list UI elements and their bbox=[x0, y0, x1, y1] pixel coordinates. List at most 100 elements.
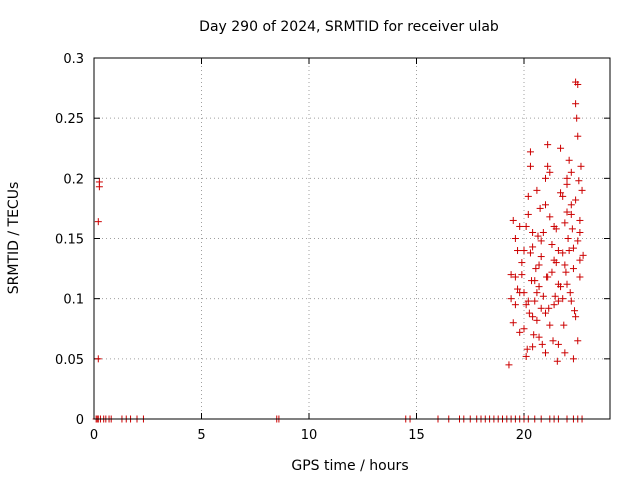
grid bbox=[94, 58, 610, 419]
data-point bbox=[557, 189, 565, 197]
data-point bbox=[561, 349, 569, 357]
data-point bbox=[95, 178, 103, 186]
data-point bbox=[560, 321, 568, 329]
data-point bbox=[94, 355, 102, 363]
data-point bbox=[565, 247, 573, 255]
data-point bbox=[550, 222, 558, 230]
data-point bbox=[569, 244, 577, 252]
axis-ticks: 0 5 10 15 20 0 0.05 0.1 0.15 0.2 0.25 0.3 bbox=[55, 52, 610, 443]
data-point bbox=[576, 228, 584, 236]
data-point bbox=[548, 241, 556, 249]
data-point bbox=[526, 162, 534, 170]
data-point bbox=[574, 132, 582, 140]
data-point bbox=[577, 162, 585, 170]
data-point bbox=[505, 361, 513, 369]
y-axis-label: SRMTID / TECUs bbox=[6, 182, 22, 295]
data-point bbox=[561, 261, 569, 269]
data-point bbox=[567, 297, 575, 305]
data-point bbox=[567, 201, 575, 209]
data-point bbox=[535, 283, 543, 291]
data-point bbox=[562, 268, 570, 276]
data-point bbox=[516, 222, 524, 230]
data-point bbox=[516, 289, 524, 297]
data-points bbox=[92, 78, 587, 423]
x-tick-label: 15 bbox=[408, 428, 425, 443]
data-point bbox=[578, 186, 586, 194]
data-point bbox=[546, 321, 554, 329]
data-point bbox=[522, 352, 530, 360]
y-tick-label: 0 bbox=[76, 413, 84, 428]
data-point bbox=[531, 277, 539, 285]
data-point bbox=[511, 273, 519, 281]
data-point bbox=[524, 192, 532, 200]
data-point bbox=[531, 297, 539, 305]
y-tick-label: 0.1 bbox=[63, 293, 84, 308]
data-point bbox=[537, 237, 545, 245]
data-point bbox=[542, 174, 549, 182]
data-point bbox=[569, 265, 577, 273]
data-point bbox=[524, 297, 532, 305]
data-point bbox=[534, 232, 542, 240]
y-tick-label: 0.2 bbox=[63, 172, 84, 187]
data-point bbox=[559, 192, 567, 200]
data-point bbox=[514, 285, 522, 293]
data-point bbox=[563, 174, 571, 182]
data-point bbox=[574, 80, 582, 88]
data-point bbox=[553, 357, 561, 365]
data-point bbox=[563, 208, 571, 216]
data-point bbox=[546, 168, 554, 176]
data-point bbox=[564, 235, 572, 242]
data-point bbox=[576, 216, 584, 224]
data-point bbox=[546, 213, 554, 221]
data-point bbox=[557, 144, 565, 152]
data-point bbox=[542, 201, 549, 209]
data-point bbox=[529, 243, 537, 251]
data-point bbox=[507, 295, 515, 303]
data-point bbox=[537, 304, 545, 312]
data-point bbox=[567, 168, 575, 176]
data-point bbox=[563, 280, 571, 288]
data-point bbox=[529, 343, 537, 351]
data-point bbox=[575, 177, 583, 185]
data-point bbox=[514, 247, 522, 255]
data-point bbox=[552, 259, 560, 267]
y-tick-label: 0.05 bbox=[55, 353, 84, 368]
data-point bbox=[524, 210, 532, 218]
data-point bbox=[559, 295, 567, 303]
data-point bbox=[574, 237, 582, 245]
data-point bbox=[572, 313, 580, 321]
data-point bbox=[94, 218, 102, 226]
data-point bbox=[538, 340, 546, 348]
data-point bbox=[532, 265, 540, 273]
data-point bbox=[539, 228, 547, 236]
data-point bbox=[537, 253, 545, 261]
data-point bbox=[573, 114, 581, 122]
data-point bbox=[529, 313, 537, 321]
data-point bbox=[535, 333, 543, 341]
data-point bbox=[549, 337, 557, 345]
data-point bbox=[571, 307, 579, 315]
x-tick-label: 5 bbox=[197, 428, 205, 443]
x-axis-label: GPS time / hours bbox=[291, 458, 408, 474]
data-point bbox=[544, 162, 552, 170]
data-point bbox=[544, 273, 552, 281]
data-point bbox=[566, 289, 574, 297]
data-point bbox=[548, 268, 556, 276]
plot-frame bbox=[93, 57, 611, 420]
x-tick-label: 0 bbox=[90, 428, 98, 443]
data-point bbox=[572, 100, 580, 108]
data-point bbox=[539, 292, 547, 300]
data-point bbox=[574, 337, 582, 345]
data-point bbox=[535, 261, 543, 269]
data-point bbox=[507, 271, 515, 279]
data-point bbox=[522, 222, 530, 230]
data-point bbox=[511, 235, 519, 242]
data-point bbox=[554, 297, 562, 305]
data-point bbox=[518, 271, 526, 279]
data-point bbox=[509, 216, 517, 224]
data-point bbox=[511, 301, 519, 309]
data-point bbox=[544, 141, 552, 149]
data-point bbox=[533, 316, 541, 324]
data-point bbox=[567, 210, 575, 218]
data-point bbox=[551, 292, 559, 300]
